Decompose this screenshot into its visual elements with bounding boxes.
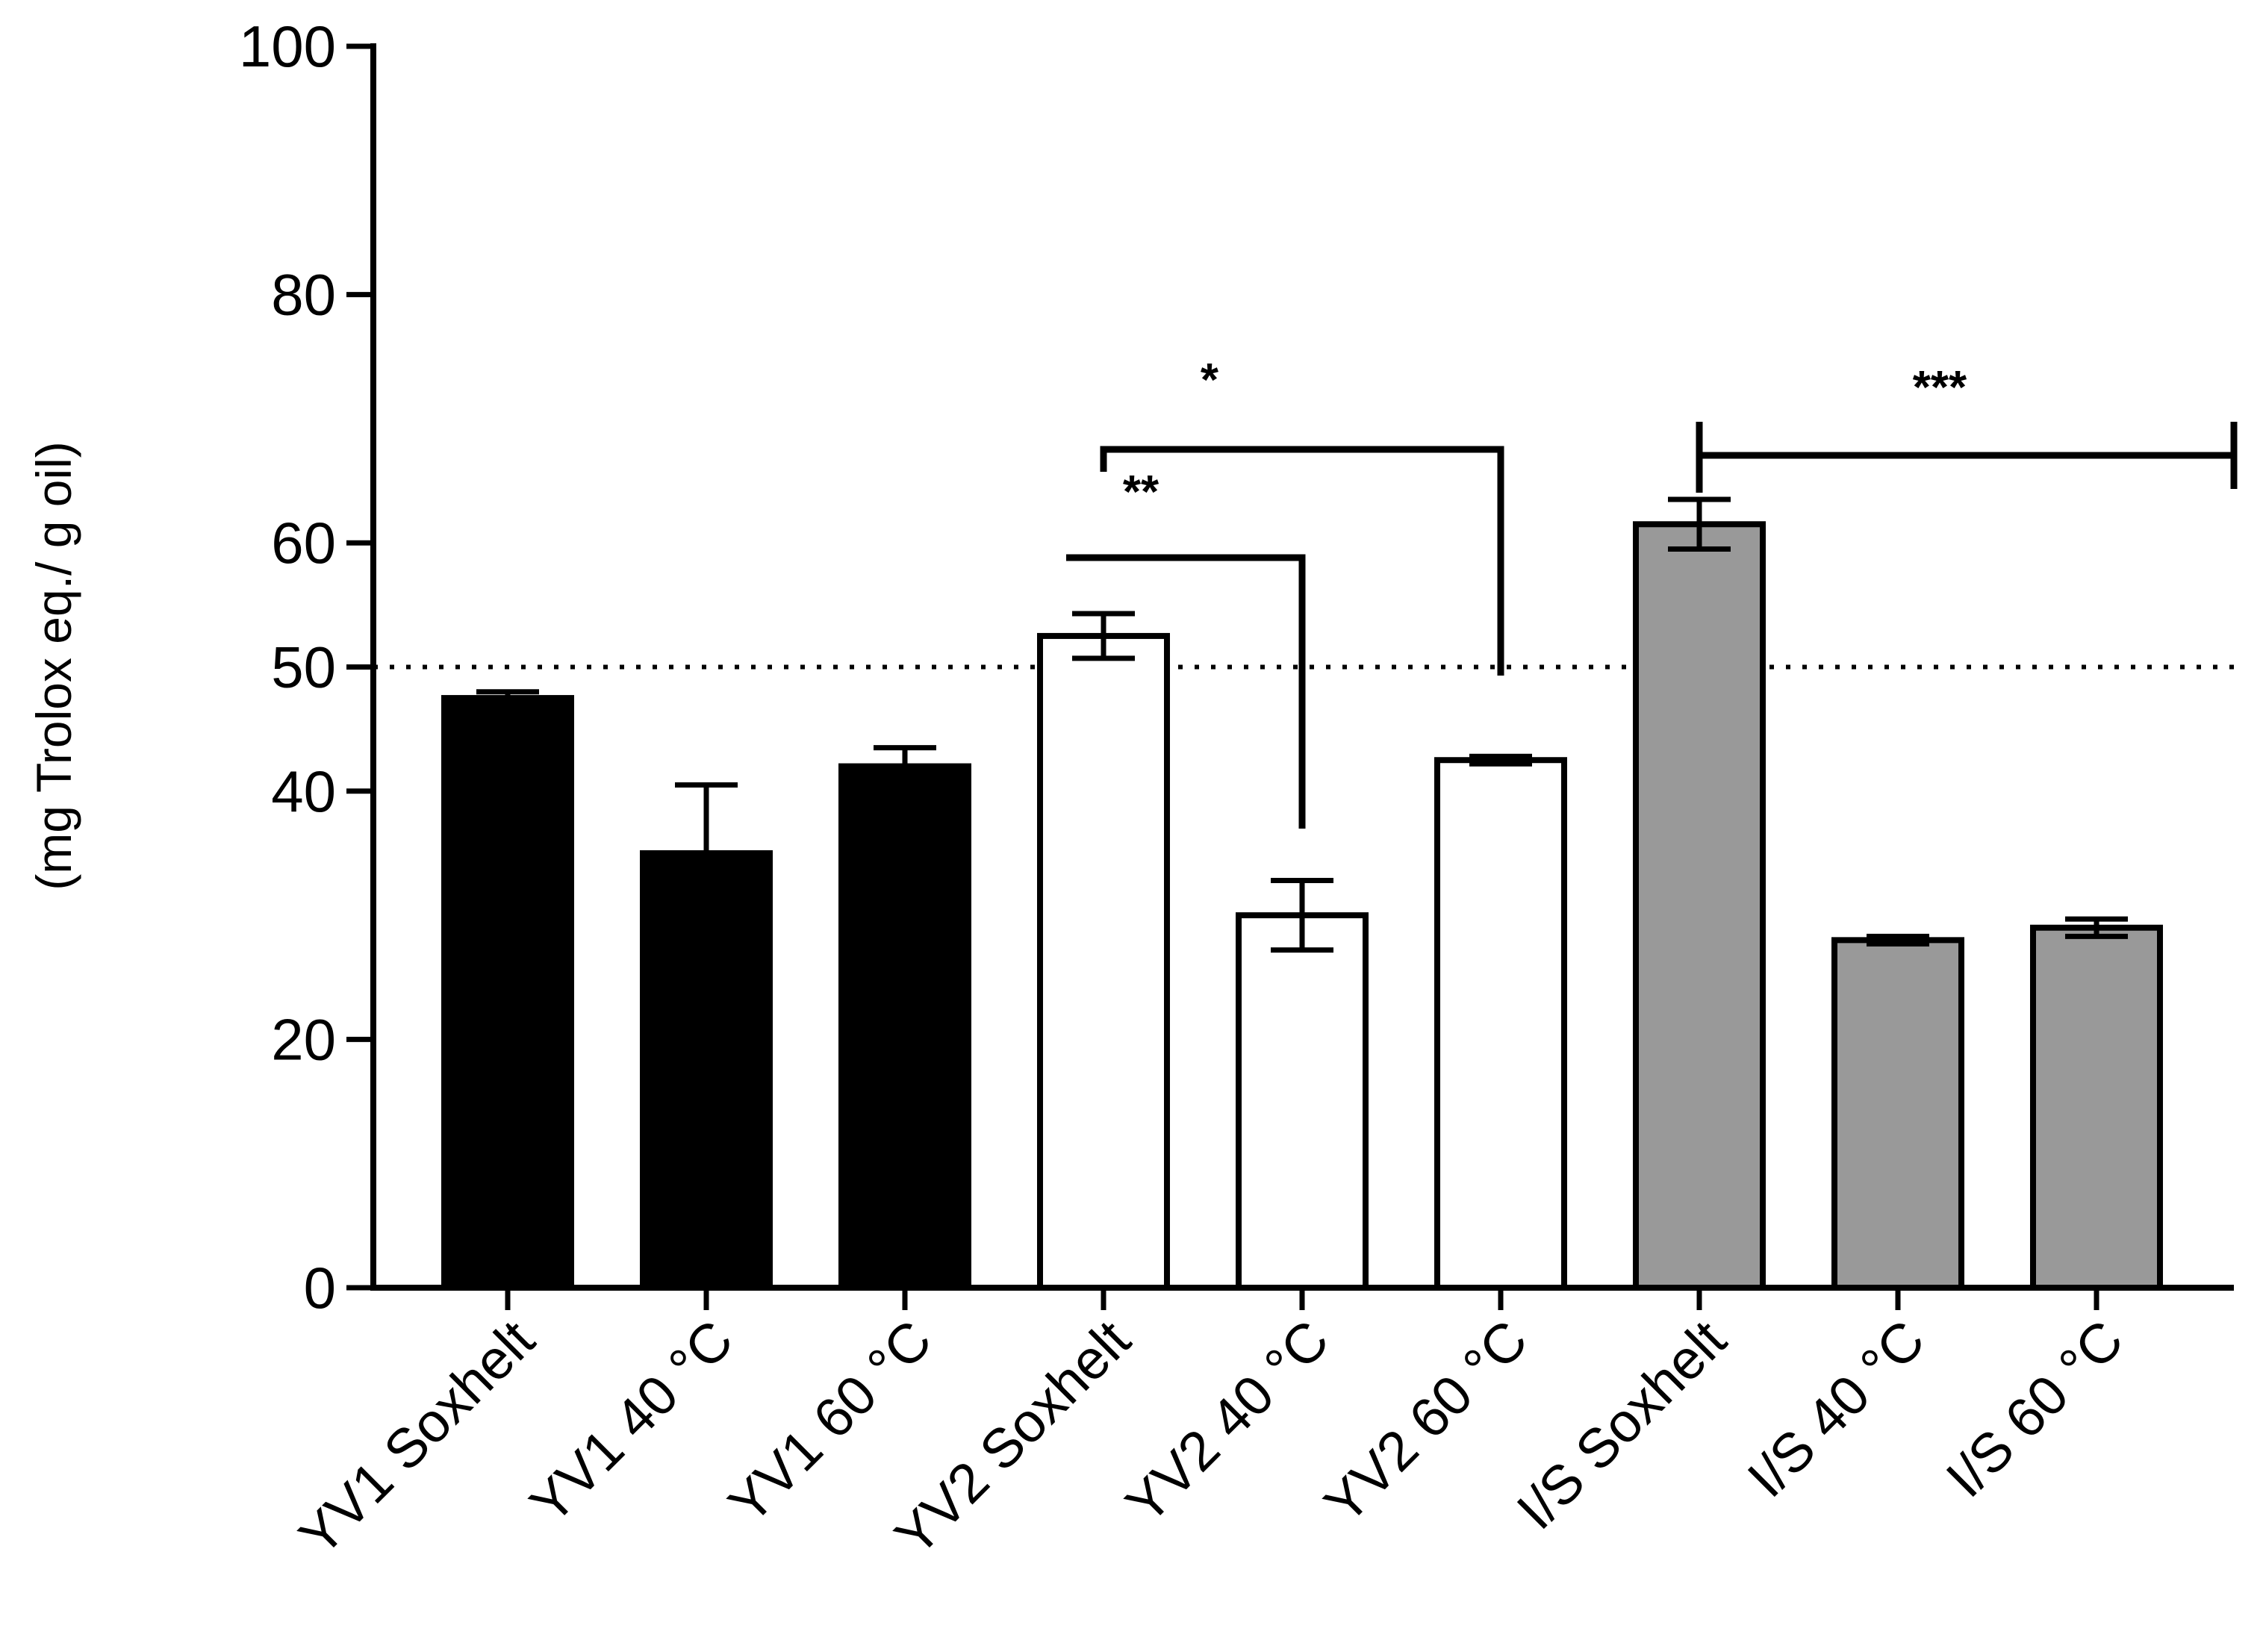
bar-7 bbox=[1633, 521, 1766, 1291]
bar-4 bbox=[1037, 632, 1170, 1291]
significance-label-1: * bbox=[1201, 355, 1219, 406]
y-tick-label-50: 50 bbox=[271, 635, 336, 700]
error-bar-3 bbox=[874, 745, 936, 788]
y-tick-label-40: 40 bbox=[271, 758, 336, 824]
error-bar-6 bbox=[1469, 753, 1532, 767]
y-tick-label-60: 60 bbox=[271, 510, 336, 576]
x-tick-label-2: YV1 40 °C bbox=[518, 1309, 745, 1536]
significance-bracket-1 bbox=[1100, 446, 1504, 676]
bar-6 bbox=[1434, 757, 1567, 1291]
error-bar-1 bbox=[476, 689, 539, 707]
x-tick-label-9: I/S 60 °C bbox=[1934, 1309, 2135, 1509]
x-tick-label-6: YV2 60 °C bbox=[1313, 1309, 1540, 1536]
y-tick-label-20: 20 bbox=[271, 1006, 336, 1072]
significance-label-3: *** bbox=[1913, 362, 1967, 414]
significance-label-2: ** bbox=[1123, 467, 1159, 518]
bar-8 bbox=[1831, 937, 1964, 1291]
y-axis-title: (mg Trolox eq./ g oil) bbox=[26, 441, 81, 891]
bar-3 bbox=[838, 763, 971, 1291]
x-tick-label-7: I/S Soxhelt bbox=[1505, 1308, 1738, 1541]
error-bar-2 bbox=[675, 782, 738, 924]
error-bar-5 bbox=[1271, 878, 1333, 953]
significance-bracket-3 bbox=[1696, 422, 2238, 493]
significance-bracket-2 bbox=[1066, 554, 1306, 829]
y-tick-label-100: 100 bbox=[239, 13, 336, 79]
error-bar-7 bbox=[1668, 496, 1731, 552]
bar-1 bbox=[441, 695, 574, 1291]
y-tick-label-0: 0 bbox=[304, 1255, 336, 1321]
error-bar-9 bbox=[2065, 916, 2128, 939]
error-bar-8 bbox=[1867, 933, 1929, 947]
x-tick-label-8: I/S 40 °C bbox=[1736, 1309, 1937, 1509]
error-bar-4 bbox=[1072, 611, 1135, 661]
x-tick-label-5: YV2 40 °C bbox=[1114, 1309, 1341, 1536]
bar-5 bbox=[1236, 912, 1369, 1291]
y-tick-label-80: 80 bbox=[271, 262, 336, 328]
x-tick-label-1: YV1 Soxhelt bbox=[287, 1308, 547, 1567]
bar-9 bbox=[2030, 924, 2163, 1291]
bar-2 bbox=[640, 850, 773, 1291]
